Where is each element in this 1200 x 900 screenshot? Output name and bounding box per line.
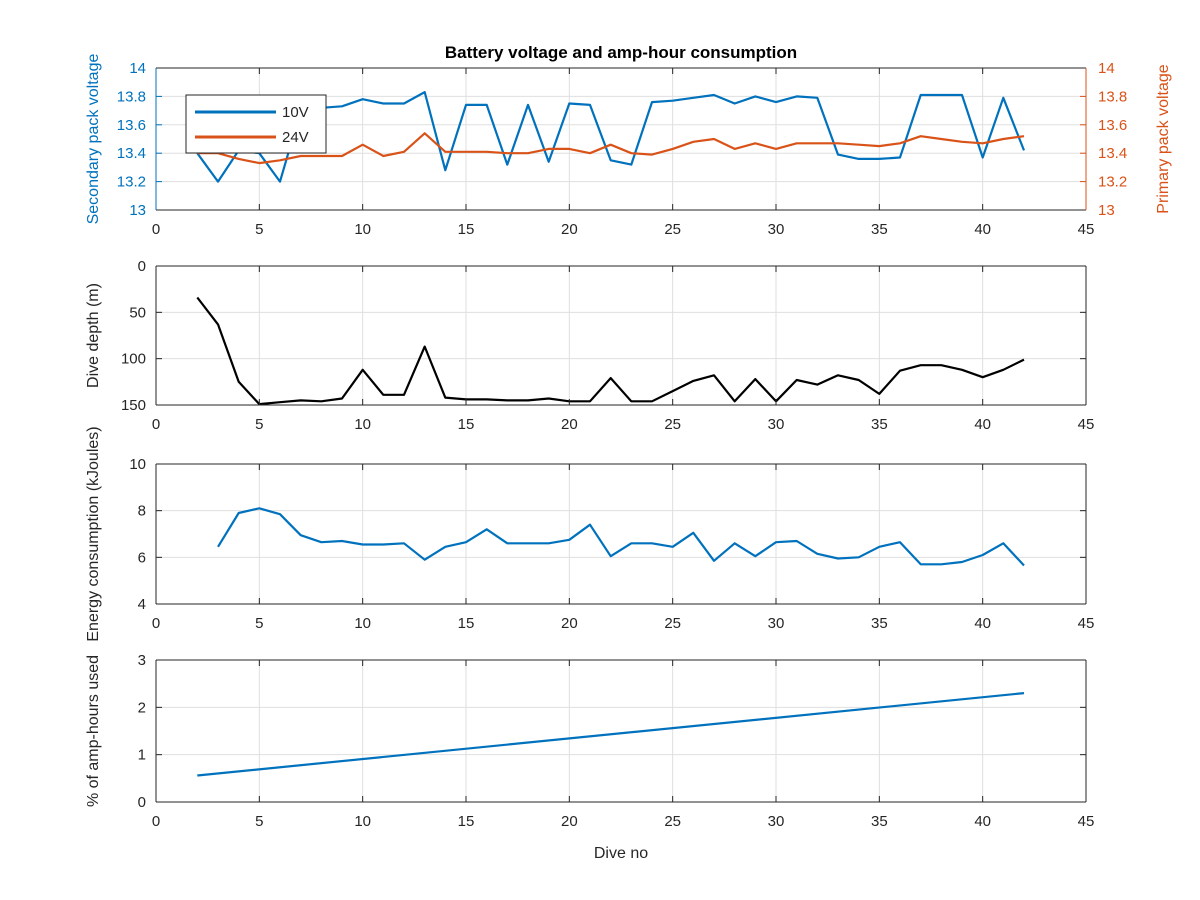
x-tick-label: 5 [255, 221, 263, 238]
x-tick-label: 15 [458, 615, 475, 632]
axes-layer [155, 67, 1087, 803]
x-tick-label: 45 [1078, 221, 1095, 238]
x-tick-label: 40 [974, 221, 991, 238]
series-layer [196, 90, 1026, 777]
y-right-tick-label: 13.8 [1098, 88, 1127, 105]
x-tick-label: 20 [561, 813, 578, 830]
plot-area-3 [156, 464, 1086, 604]
x-tick-label: 45 [1078, 615, 1095, 632]
y-tick-label: 8 [138, 503, 146, 520]
y-tick-label: 150 [121, 397, 146, 414]
x-tick-label: 40 [974, 813, 991, 830]
legend-label-24v: 24V [282, 129, 309, 146]
x-tick-label: 5 [255, 813, 263, 830]
x-tick-label: 10 [354, 221, 371, 238]
plot-area-4 [156, 660, 1086, 802]
y-axis-label: Secondary pack voltage [85, 54, 102, 225]
y-tick-label: 0 [138, 794, 146, 811]
y-tick-label: 13.6 [117, 117, 146, 134]
plot-area-2 [156, 266, 1086, 405]
x-tick-label: 30 [768, 221, 785, 238]
x-tick-label: 5 [255, 416, 263, 433]
x-tick-label: 10 [354, 813, 371, 830]
chart-title: Battery voltage and amp-hour consumption [445, 43, 797, 62]
x-tick-label: 15 [458, 416, 475, 433]
x-tick-label: 30 [768, 416, 785, 433]
x-tick-label: 35 [871, 416, 888, 433]
x-tick-label: 15 [458, 221, 475, 238]
y-tick-label: 4 [138, 596, 146, 613]
y-axis-label: Energy consumption (kJoules) [85, 426, 102, 641]
x-tick-label: 45 [1078, 416, 1095, 433]
tick-label-layer: 0 5 10 15 20 25 30 35 40 451313.213.413.613.81413… [85, 54, 1172, 862]
x-tick-label: 20 [561, 221, 578, 238]
x-tick-label: 20 [561, 416, 578, 433]
y-tick-label: 13 [129, 202, 146, 219]
y-tick-label: 3 [138, 652, 146, 669]
x-tick-label: 40 [974, 416, 991, 433]
x-tick-label: 0 [152, 221, 160, 238]
x-tick-label: 25 [664, 813, 681, 830]
y-tick-label: 13.8 [117, 88, 146, 105]
series-line--of-amp-hours-used [197, 692, 1025, 777]
x-tick-label: 45 [1078, 813, 1095, 830]
x-tick-label: 25 [664, 416, 681, 433]
y-tick-label: 14 [129, 60, 146, 77]
grid-layer [155, 67, 1087, 803]
x-tick-label: 40 [974, 615, 991, 632]
x-tick-label: 30 [768, 615, 785, 632]
x-tick-label: 35 [871, 615, 888, 632]
x-tick-label: 25 [664, 615, 681, 632]
legend-box [185, 94, 327, 154]
x-tick-label: 15 [458, 813, 475, 830]
x-tick-label: 10 [354, 615, 371, 632]
y-tick-label: 50 [129, 304, 146, 321]
y-right-tick-label: 13.2 [1098, 174, 1127, 191]
y-tick-label: 1 [138, 747, 146, 764]
y-tick-label: 0 [138, 258, 146, 275]
x-tick-label: 25 [664, 221, 681, 238]
y-right-axis-label: Primary pack voltage [1155, 64, 1172, 213]
y-tick-label: 13.4 [117, 145, 146, 162]
y-tick-label: 13.2 [117, 174, 146, 191]
y-right-tick-label: 13 [1098, 202, 1115, 219]
x-tick-label: 30 [768, 813, 785, 830]
x-axis-label: Dive no [594, 845, 648, 862]
y-axis-label: Dive depth (m) [85, 283, 102, 388]
series-line-energy-consumption [217, 507, 1025, 567]
x-tick-label: 0 [152, 813, 160, 830]
x-tick-label: 35 [871, 813, 888, 830]
x-tick-label: 35 [871, 221, 888, 238]
y-right-tick-label: 13.6 [1098, 117, 1127, 134]
x-tick-label: 0 [152, 416, 160, 433]
y-tick-label: 6 [138, 549, 146, 566]
y-right-tick-label: 13.4 [1098, 145, 1127, 162]
x-tick-label: 20 [561, 615, 578, 632]
x-tick-label: 0 [152, 615, 160, 632]
y-axis-label: % of amp-hours used [85, 655, 102, 807]
x-tick-label: 5 [255, 615, 263, 632]
legend-label-10v: 10V [282, 104, 309, 121]
y-tick-label: 100 [121, 351, 146, 368]
y-right-tick-label: 14 [1098, 60, 1115, 77]
y-tick-label: 2 [138, 699, 146, 716]
y-tick-label: 10 [129, 456, 146, 473]
x-tick-label: 10 [354, 416, 371, 433]
